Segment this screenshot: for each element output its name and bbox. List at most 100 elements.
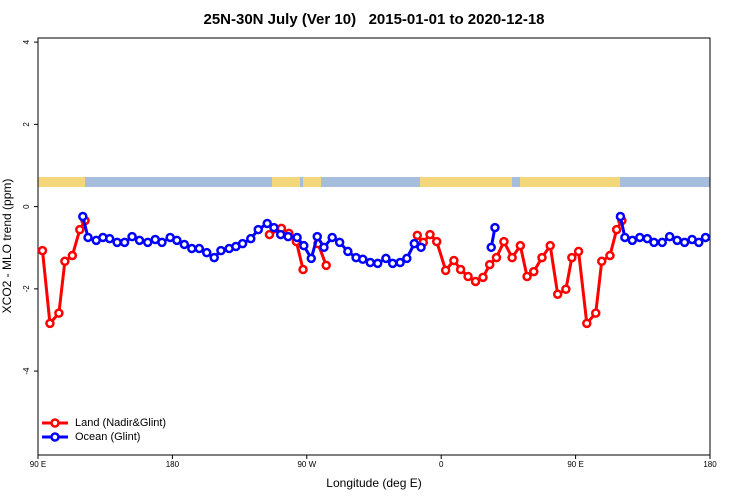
data-point [327, 232, 337, 243]
data-point [507, 252, 517, 263]
data-point [365, 257, 376, 268]
data-point [596, 256, 607, 267]
data-point [134, 235, 145, 246]
data-point [54, 308, 64, 318]
data-point [416, 242, 426, 253]
y-axis-label: XCO2 - MLO trend (ppm) [0, 179, 14, 314]
data-point [491, 252, 502, 263]
data-point [463, 271, 473, 282]
data-point [642, 233, 653, 244]
data-point [582, 318, 592, 329]
data-point [157, 237, 167, 248]
data-point [611, 224, 622, 235]
x-tick-label: 180 [703, 460, 717, 469]
data-point [127, 231, 137, 242]
data-point [283, 231, 293, 242]
data-point [275, 229, 286, 240]
data-point [187, 243, 197, 254]
legend-marker [50, 432, 60, 442]
data-point [372, 258, 383, 269]
x-axis-label: Longitude (deg E) [326, 476, 421, 490]
data-point [664, 231, 675, 242]
data-point [486, 242, 496, 253]
y-tick-label: 2 [22, 122, 31, 127]
data-point [490, 222, 500, 233]
data-point [573, 246, 584, 257]
land-ocean-band [38, 177, 710, 187]
data-point [143, 237, 153, 248]
y-tick-label: -4 [22, 367, 31, 375]
data-point [253, 224, 264, 235]
data-point [83, 232, 93, 243]
data-point [484, 259, 495, 270]
data-point [306, 253, 317, 264]
data-point [299, 240, 309, 251]
data-point [67, 250, 78, 261]
chart-title: 25N-30N July (Ver 10) 2015-01-01 to 2020… [203, 11, 544, 28]
data-point [201, 247, 212, 258]
data-point [499, 236, 509, 247]
data-point [269, 222, 279, 233]
data-point [172, 235, 182, 246]
data-point [431, 236, 442, 247]
data-point [522, 271, 532, 282]
data-point [402, 253, 412, 264]
data-point [37, 245, 48, 256]
data-point [478, 272, 488, 283]
data-point [615, 211, 626, 222]
data-point [112, 237, 122, 248]
data-point [45, 318, 55, 329]
data-point [679, 237, 690, 248]
data-point [672, 235, 682, 246]
data-point [104, 233, 115, 244]
data-point [334, 237, 345, 248]
data-point [409, 238, 420, 249]
legend-label: Land (Nadir&Glint) [75, 417, 166, 429]
data-point [387, 258, 398, 269]
data-point [561, 284, 571, 295]
data-point [649, 237, 659, 248]
x-tick-label: 0 [439, 460, 444, 469]
data-point [515, 240, 526, 251]
data-point [620, 232, 630, 243]
data-point [78, 211, 88, 222]
data-point [412, 230, 423, 241]
data-point [440, 265, 451, 276]
data-point [321, 260, 331, 271]
x-tick-label: 90 W [297, 460, 316, 469]
data-point [216, 245, 226, 256]
data-point [529, 266, 539, 277]
x-tick-label: 90 E [30, 460, 46, 469]
data-point [358, 254, 368, 264]
data-point [635, 232, 645, 243]
data-point [60, 256, 70, 267]
data-point [470, 276, 481, 287]
data-point [343, 246, 353, 257]
data-point [395, 257, 405, 268]
data-point [694, 237, 704, 248]
data-point [237, 238, 248, 249]
data-point [605, 250, 615, 261]
data-point [657, 237, 667, 248]
data-point [455, 264, 466, 275]
data-point [75, 224, 85, 235]
legend-label: Ocean (Glint) [75, 431, 140, 443]
data-point [567, 252, 577, 263]
data-point [449, 255, 459, 266]
data-point [537, 252, 547, 263]
data-point [119, 237, 130, 248]
plot-frame [37, 37, 711, 456]
data-point [264, 229, 275, 240]
data-point [262, 218, 272, 229]
data-point [425, 229, 435, 240]
data-point [319, 242, 329, 253]
data-point [381, 253, 391, 264]
data-point [700, 232, 711, 243]
y-tick-label: 4 [22, 39, 31, 44]
data-point [298, 264, 308, 275]
data-point [246, 233, 256, 244]
x-tick-label: 180 [166, 460, 180, 469]
data-point [552, 289, 563, 299]
data-point [627, 235, 638, 246]
